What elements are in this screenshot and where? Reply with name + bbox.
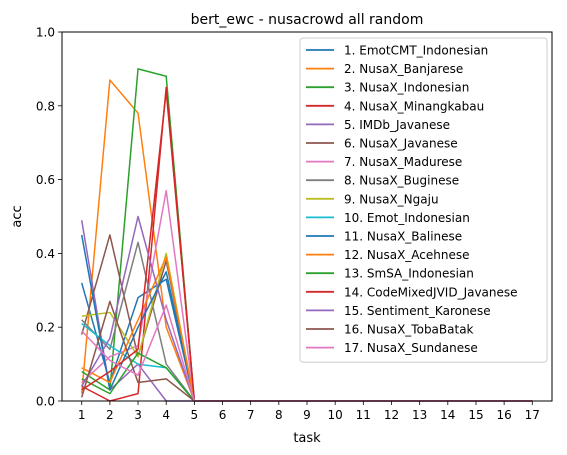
x-tick-label: 11	[356, 408, 371, 422]
x-tick-label: 7	[247, 408, 255, 422]
x-tick-label: 3	[134, 408, 142, 422]
legend-entry-16: 16. NusaX_TobaBatak	[344, 323, 474, 337]
x-tick-label: 1	[78, 408, 86, 422]
legend-entry-9: 9. NusaX_Ngaju	[344, 192, 439, 206]
x-tick-label: 12	[384, 408, 399, 422]
y-tick-label: 0.2	[36, 321, 55, 335]
x-tick-label: 5	[191, 408, 199, 422]
y-tick-label: 0.8	[36, 99, 55, 113]
legend-entry-17: 17. NusaX_Sundanese	[344, 341, 478, 355]
x-tick-label: 14	[440, 408, 455, 422]
legend-entry-2: 2. NusaX_Banjarese	[344, 62, 463, 76]
x-tick-label: 2	[106, 408, 114, 422]
legend-entry-10: 10. Emot_Indonesian	[344, 211, 470, 225]
x-tick-label: 9	[303, 408, 311, 422]
legend-entry-13: 13. SmSA_Indonesian	[344, 267, 474, 281]
y-tick-label: 0.4	[36, 247, 55, 261]
y-tick-label: 0.0	[36, 395, 55, 409]
y-tick-label: 0.6	[36, 173, 55, 187]
x-tick-label: 4	[162, 408, 170, 422]
x-tick-label: 10	[328, 408, 343, 422]
x-tick-label: 13	[412, 408, 427, 422]
legend-entry-14: 14. CodeMixedJVID_Javanese	[344, 285, 518, 299]
x-tick-label: 8	[275, 408, 283, 422]
y-axis-ticks: 0.0 0.2 0.4 0.6 0.8 1.0	[36, 26, 62, 409]
legend-entry-15: 15. Sentiment_Karonese	[344, 304, 491, 318]
x-tick-label: 15	[468, 408, 483, 422]
legend-box	[299, 37, 548, 363]
y-tick-label: 1.0	[36, 26, 55, 40]
legend-entry-1: 1. EmotCMT_Indonesian	[344, 44, 488, 58]
legend-entry-11: 11. NusaX_Balinese	[344, 230, 462, 244]
x-axis-label: task	[293, 431, 321, 446]
chart-title: bert_ewc - nusacrowd all random	[191, 12, 424, 28]
x-tick-label: 16	[496, 408, 511, 422]
legend-entry-4: 4. NusaX_Minangkabau	[344, 99, 484, 113]
legend-entry-8: 8. NusaX_Buginese	[344, 174, 459, 188]
legend-entry-3: 3. NusaX_Indonesian	[344, 81, 469, 95]
x-tick-label: 17	[525, 408, 540, 422]
legend-entry-7: 7. NusaX_Madurese	[344, 155, 462, 169]
legend-entry-12: 12. NusaX_Acehnese	[344, 248, 470, 262]
legend: 1. EmotCMT_Indonesian 2. NusaX_Banjarese 3…	[299, 37, 548, 363]
y-axis-label: acc	[10, 205, 25, 227]
legend-entry-5: 5. IMDb_Javanese	[344, 118, 450, 132]
x-axis-ticks: 1 2 3 4 5 6 7 8 9 10 11 12 13 14 15 16 17	[78, 401, 540, 422]
legend-entry-6: 6. NusaX_Javanese	[344, 137, 458, 151]
x-tick-label: 6	[219, 408, 227, 422]
